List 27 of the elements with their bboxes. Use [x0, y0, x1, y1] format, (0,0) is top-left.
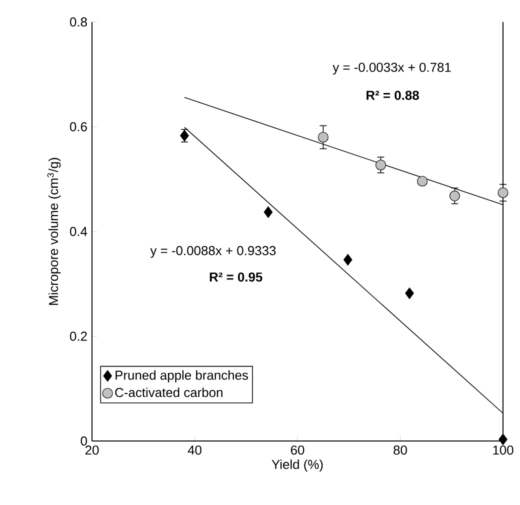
y-tick-label: 0.6	[70, 122, 87, 132]
y-axis-title: Micropore volume (cm$^{3}$/g)	[47, 158, 61, 305]
annotation: y = -0.0033x + 0.781	[332, 62, 451, 74]
x-axis-title: Yield (%)	[272, 460, 323, 472]
point	[264, 206, 273, 218]
x-tick-label: 60	[290, 446, 304, 455]
point	[343, 254, 352, 266]
annotation: y = -0.0088x + 0.9333	[150, 246, 276, 258]
y-tick-label: 0	[80, 436, 87, 446]
annotation: R² = 0.95	[210, 272, 262, 282]
legend-label: C-activated carbon	[115, 388, 222, 398]
x-tick-label: 20	[85, 446, 99, 455]
point	[405, 288, 414, 300]
point	[498, 434, 508, 446]
y-tick-label: 0.2	[70, 332, 87, 341]
x-tick-label: 80	[394, 446, 407, 455]
point	[449, 190, 460, 202]
y-tick-label: 0.4	[70, 226, 88, 236]
point	[375, 160, 386, 170]
annotation: R² = 0.88	[366, 90, 419, 100]
point	[498, 187, 508, 198]
point	[318, 132, 328, 143]
x-tick-label: 40	[188, 446, 202, 455]
y-tick-label: 0.8	[70, 17, 87, 27]
legend-label: Pruned apple branches	[116, 370, 248, 382]
x-tick-label: 100	[493, 446, 514, 455]
point	[417, 176, 428, 186]
